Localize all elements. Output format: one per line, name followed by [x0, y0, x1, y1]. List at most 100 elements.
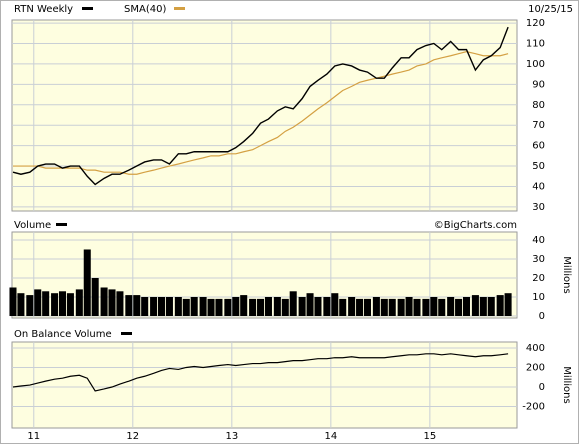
- y-tick-label: 100: [526, 59, 545, 70]
- bar: [380, 298, 388, 316]
- bar: [17, 293, 25, 316]
- bar: [182, 298, 190, 316]
- x-tick-label: 15: [423, 431, 436, 442]
- y-tick-label: 80: [532, 100, 545, 111]
- bar: [348, 296, 356, 316]
- bar: [314, 296, 322, 316]
- bar: [339, 298, 347, 316]
- y-tick-label: 0: [539, 311, 545, 322]
- price-panel: [11, 19, 518, 212]
- legend-label: SMA(40): [124, 4, 166, 15]
- bar: [108, 289, 116, 316]
- bar: [264, 296, 272, 316]
- y-tick-label: 40: [532, 235, 545, 246]
- legend-swatch: [56, 223, 67, 226]
- bar: [455, 298, 463, 316]
- bar: [83, 249, 91, 316]
- bar: [190, 296, 198, 316]
- bar: [422, 298, 430, 316]
- y-tick-label: 0: [539, 382, 545, 393]
- y-axis-label: Millions: [561, 366, 572, 403]
- bar: [91, 277, 99, 316]
- bar: [240, 295, 248, 316]
- bar: [356, 298, 364, 316]
- bar: [331, 293, 339, 316]
- bar: [249, 298, 257, 316]
- bar: [116, 291, 124, 316]
- bar: [273, 296, 281, 316]
- bar: [232, 296, 240, 316]
- y-tick-label: 50: [532, 161, 545, 172]
- bar: [224, 298, 232, 316]
- y-tick-label: 400: [526, 343, 545, 354]
- bar: [462, 296, 471, 316]
- y-tick-label: 200: [526, 362, 545, 373]
- bar: [405, 296, 413, 316]
- bar: [289, 291, 297, 316]
- y-tick-label: 120: [526, 18, 545, 29]
- bar: [125, 295, 133, 316]
- bar: [363, 298, 371, 316]
- bar: [323, 296, 331, 316]
- bar: [298, 296, 306, 316]
- legend-swatch: [82, 7, 93, 10]
- bar: [75, 289, 83, 316]
- legend-label: RTN Weekly: [14, 4, 73, 15]
- x-tick-label: 13: [225, 431, 238, 442]
- bar: [487, 296, 495, 316]
- bar: [504, 293, 512, 316]
- bar: [207, 298, 215, 316]
- watermark: ©BigCharts.com: [434, 220, 517, 231]
- bar: [58, 291, 67, 316]
- bar: [430, 296, 438, 316]
- bar: [306, 293, 314, 316]
- y-tick-label: 10: [532, 292, 545, 303]
- bar: [496, 295, 504, 316]
- y-tick-label: -200: [522, 402, 545, 413]
- bar: [215, 298, 223, 316]
- bar: [413, 298, 421, 316]
- date-label: 10/25/15: [528, 4, 573, 15]
- panel-title: On Balance Volume: [14, 329, 112, 340]
- bar: [447, 296, 455, 316]
- bar: [158, 296, 166, 316]
- bar: [66, 293, 74, 316]
- y-tick-label: 110: [526, 38, 545, 49]
- bar: [372, 296, 380, 316]
- y-tick-label: 20: [532, 273, 545, 284]
- bar: [257, 298, 265, 316]
- bar: [388, 298, 396, 316]
- x-tick-label: 11: [27, 431, 40, 442]
- y-tick-label: 70: [532, 120, 545, 131]
- bar: [100, 287, 108, 316]
- bar: [51, 293, 59, 316]
- bar: [42, 291, 50, 316]
- panel-title: Volume: [14, 220, 51, 231]
- x-tick-label: 12: [126, 431, 139, 442]
- line: [12, 26, 509, 186]
- bar: [133, 295, 141, 316]
- bar: [174, 296, 182, 316]
- y-tick-label: 30: [532, 202, 545, 213]
- y-tick-label: 30: [532, 254, 545, 265]
- bar: [281, 298, 289, 316]
- bar: [397, 298, 405, 316]
- bar: [438, 298, 446, 316]
- bar: [199, 296, 207, 316]
- bar: [9, 287, 17, 316]
- line: [12, 353, 509, 392]
- legend-swatch: [174, 7, 185, 10]
- y-tick-label: 90: [532, 79, 545, 90]
- bar: [26, 295, 34, 316]
- bar: [165, 296, 173, 316]
- line: [12, 51, 509, 175]
- legend-swatch: [121, 332, 132, 335]
- x-tick-label: 14: [324, 431, 337, 442]
- bar: [471, 295, 479, 316]
- y-axis-label: Millions: [561, 256, 572, 293]
- bar: [479, 296, 487, 316]
- y-tick-label: 40: [532, 181, 545, 192]
- bar: [34, 289, 42, 316]
- bar: [150, 296, 158, 316]
